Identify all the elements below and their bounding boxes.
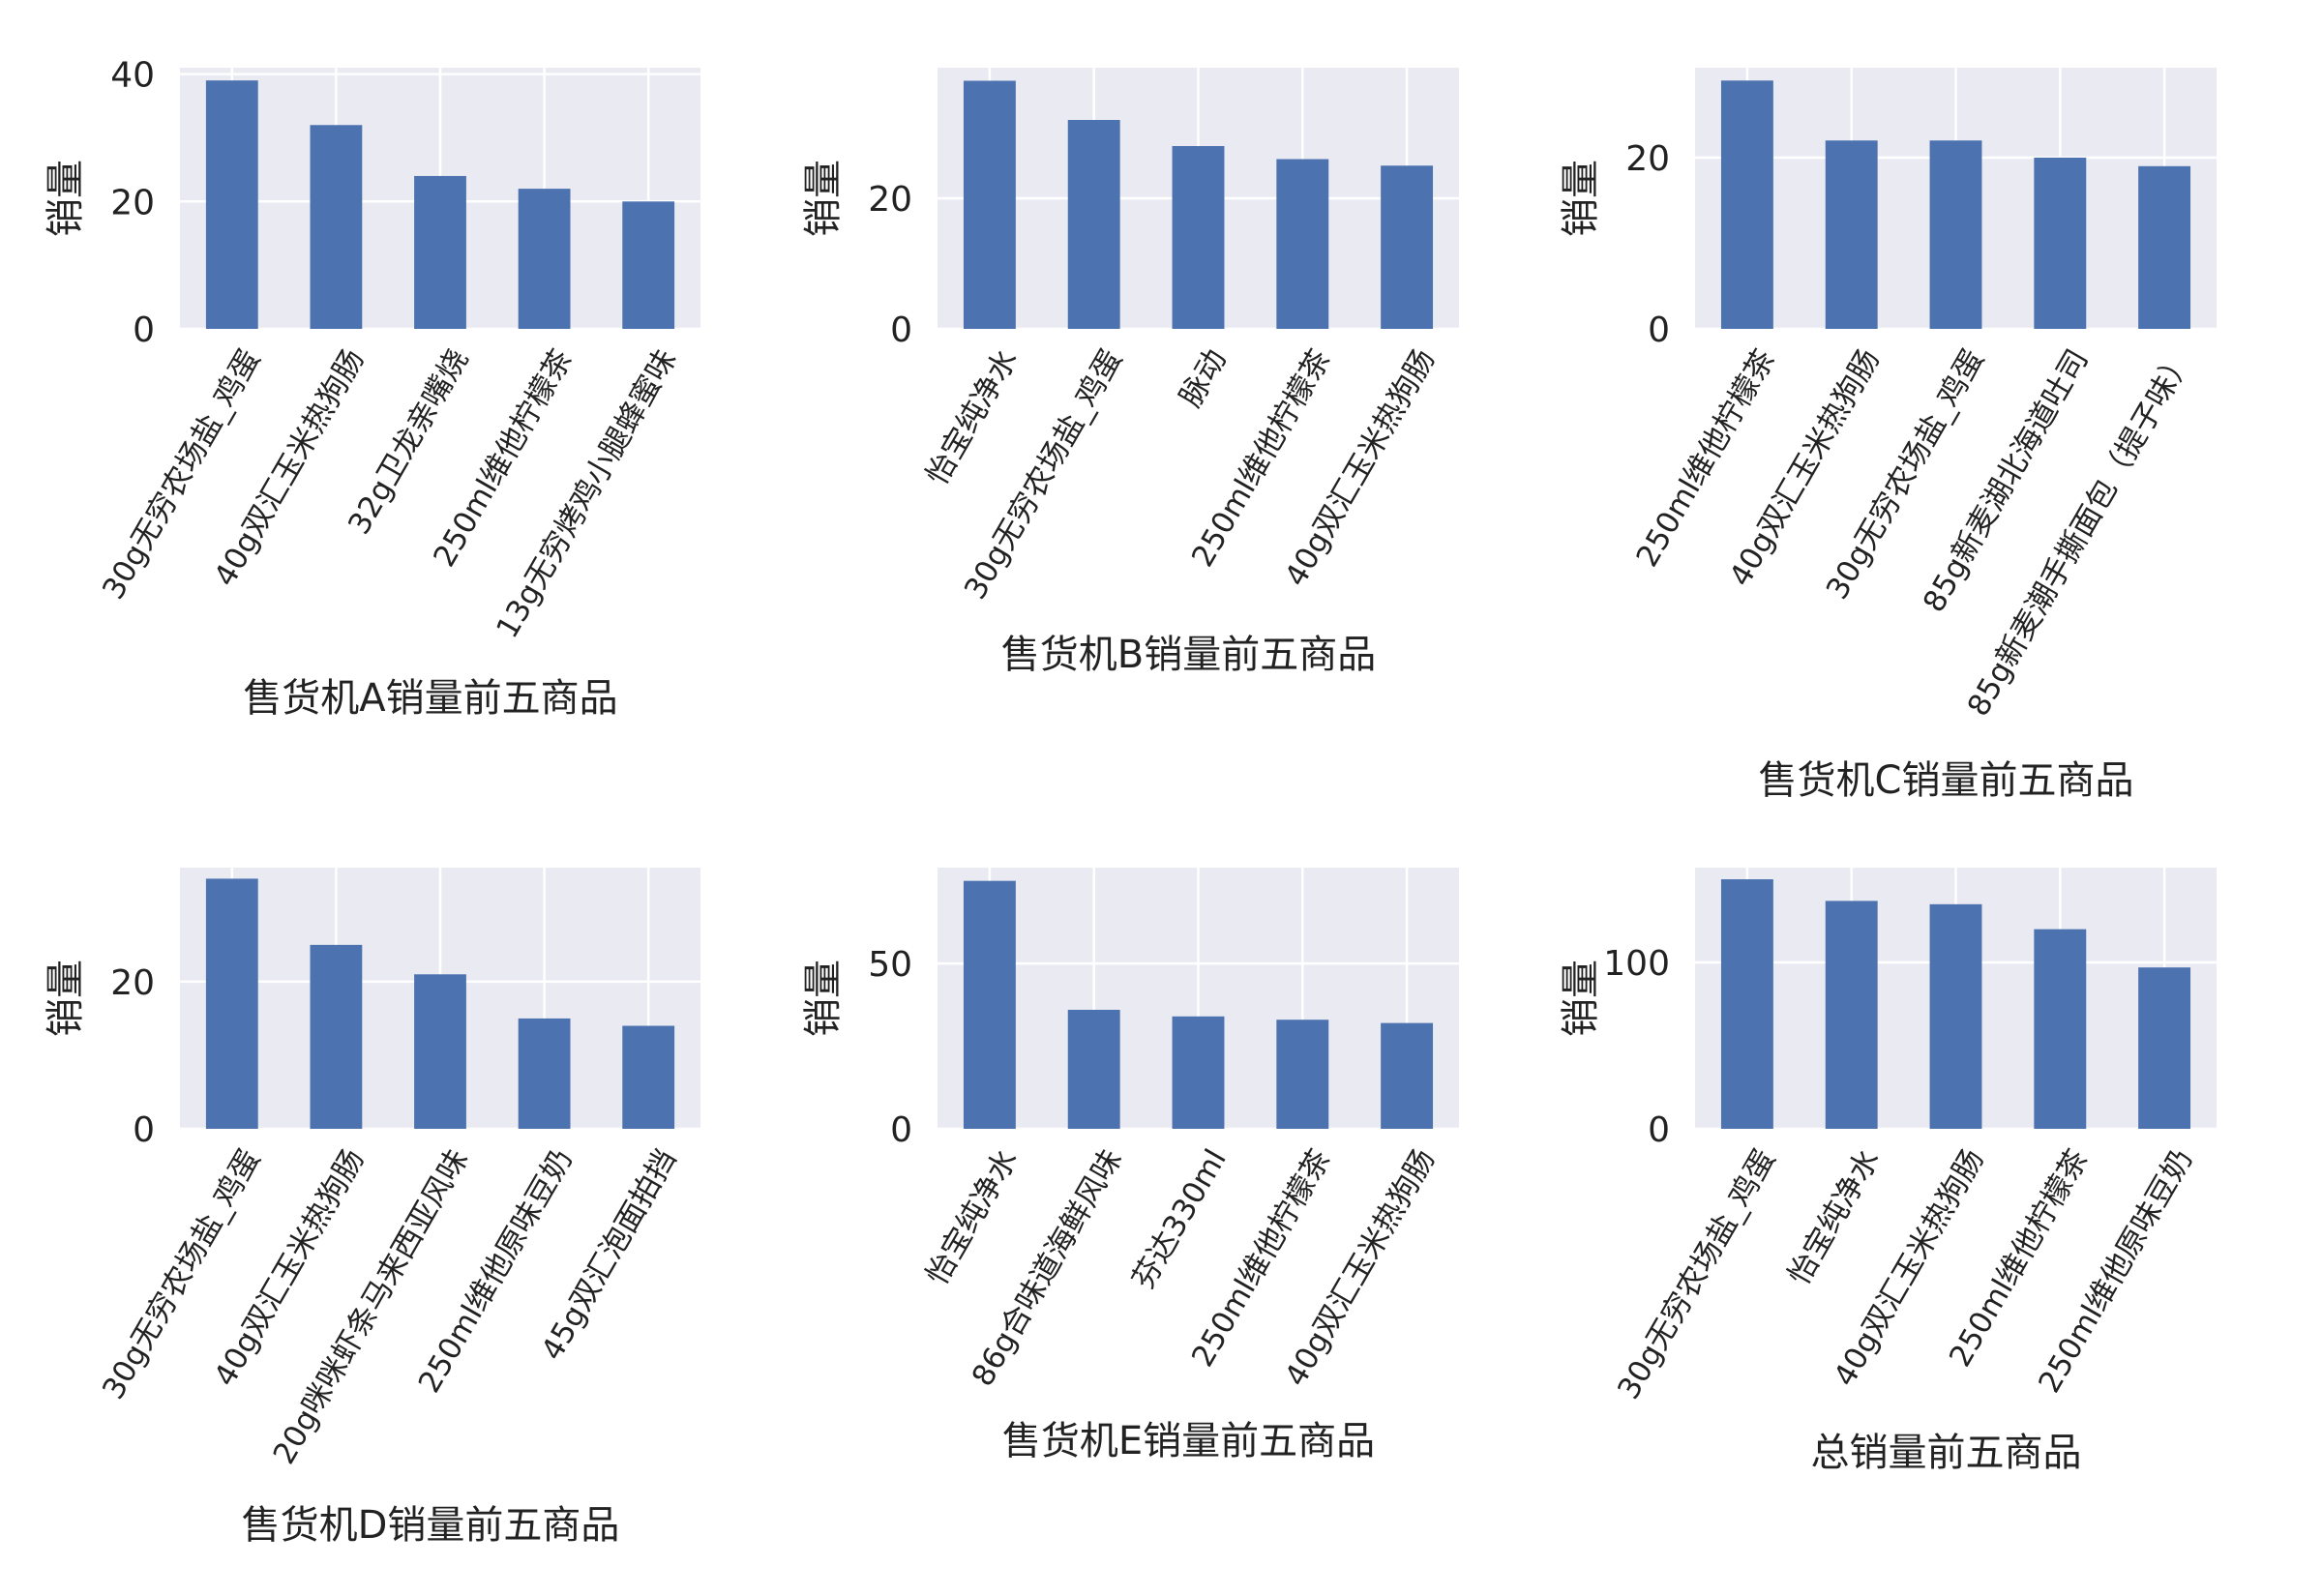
y-tick-label: 0 — [133, 1110, 155, 1150]
y-tick-label: 20 — [1625, 139, 1670, 179]
bar — [1381, 1022, 1434, 1129]
bar — [1276, 1020, 1329, 1129]
y-axis-label: 销量 — [44, 160, 88, 237]
bar — [1067, 1009, 1120, 1129]
bar — [2138, 967, 2191, 1129]
x-axis-label: 总销量前五商品 — [1811, 1431, 2082, 1475]
bar — [1172, 146, 1225, 329]
y-tick-label: 0 — [890, 1110, 912, 1150]
bar — [1381, 165, 1434, 329]
x-axis-label: 售货机E销量前五商品 — [1002, 1419, 1375, 1463]
bar — [1720, 80, 1773, 329]
y-axis-label: 销量 — [801, 160, 846, 237]
x-tick-label: 85g新麦潮手撕面包（提子味） — [1961, 343, 2200, 722]
chart-panel-3: 020250ml维他柠檬茶40g双汇玉米热狗肠30g无穷农场盐_鸡蛋85g新麦湖… — [1559, 68, 2217, 803]
bar — [414, 974, 466, 1129]
bar — [1929, 140, 1982, 329]
bar — [1067, 120, 1120, 329]
chart-panel-4: 02030g无穷农场盐_鸡蛋40g双汇玉米热狗肠20g咪咪虾条马来西亚风味250… — [44, 868, 700, 1548]
x-tick-label: 怡宝纯净水 — [1781, 1143, 1887, 1290]
bar — [1172, 1016, 1225, 1129]
y-tick-label: 20 — [110, 963, 155, 1003]
bar — [1825, 901, 1878, 1129]
x-axis-label: 售货机D销量前五商品 — [242, 1503, 620, 1548]
bar — [963, 80, 1016, 329]
bar — [414, 175, 466, 329]
bar — [1276, 159, 1329, 329]
bar — [518, 1018, 571, 1129]
y-tick-label: 0 — [1648, 310, 1670, 350]
x-axis-label: 售货机C销量前五商品 — [1759, 758, 2134, 803]
x-tick-label: 芬达330ml — [1126, 1143, 1234, 1295]
x-tick-label: 怡宝纯净水 — [920, 343, 1026, 490]
bar — [518, 189, 571, 329]
bar — [963, 880, 1016, 1129]
y-tick-label: 0 — [133, 310, 155, 350]
y-axis-label: 销量 — [1559, 960, 1603, 1037]
x-tick-label: 脉动 — [1174, 343, 1234, 413]
bar — [205, 80, 258, 330]
x-tick-label: 30g无穷农场盐_鸡蛋 — [1611, 1143, 1782, 1405]
bar — [2034, 929, 2087, 1129]
y-axis-label: 销量 — [801, 960, 846, 1037]
y-tick-label: 50 — [868, 945, 912, 985]
x-tick-label: 13g无穷烤鸡小腿蜂蜜味 — [490, 343, 683, 644]
chart-panel-5: 050怡宝纯净水86g合味道海鲜风味芬达330ml250ml维他柠檬茶40g双汇… — [801, 868, 1459, 1463]
y-axis-label: 销量 — [44, 960, 88, 1037]
chart-panel-1: 0204030g无穷农场盐_鸡蛋40g双汇玉米热狗肠32g卫龙亲嘴烧250ml维… — [44, 56, 700, 721]
y-axis-label: 销量 — [1559, 160, 1603, 237]
x-axis-label: 售货机B销量前五商品 — [1001, 633, 1376, 677]
x-tick-label: 20g咪咪虾条马来西亚风味 — [267, 1143, 476, 1470]
bar — [205, 878, 258, 1129]
y-tick-label: 0 — [890, 310, 912, 350]
y-tick-label: 0 — [1648, 1110, 1670, 1150]
bar — [310, 944, 363, 1129]
y-tick-label: 100 — [1603, 944, 1670, 984]
bar — [622, 201, 675, 329]
y-tick-label: 20 — [868, 180, 912, 220]
bar — [1929, 903, 1982, 1129]
y-tick-label: 40 — [110, 56, 155, 96]
bar — [1720, 879, 1773, 1129]
x-tick-label: 怡宝纯净水 — [920, 1143, 1026, 1290]
bar — [2034, 157, 2087, 329]
y-tick-label: 20 — [110, 183, 155, 222]
bar — [310, 125, 363, 329]
x-axis-label: 售货机A销量前五商品 — [243, 676, 617, 721]
bar — [622, 1025, 675, 1129]
bar — [2138, 165, 2191, 329]
bar — [1825, 140, 1878, 329]
